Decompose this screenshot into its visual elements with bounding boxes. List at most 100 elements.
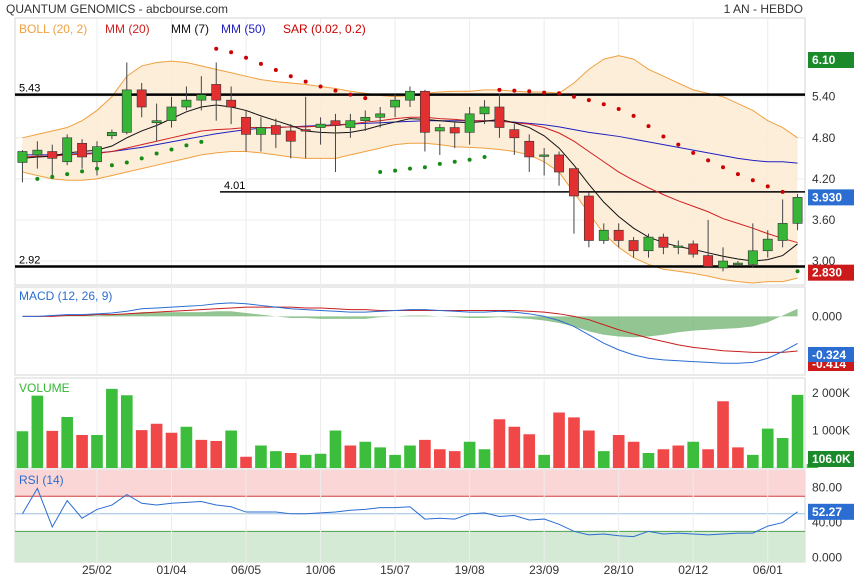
x-tick-label: 01/04 <box>156 563 186 577</box>
volume-badge-bg <box>808 451 854 467</box>
price-high-badge: 6.10 <box>812 53 836 67</box>
macd-line <box>22 302 798 364</box>
last-price-badge-bg <box>808 189 854 206</box>
volume-bar <box>627 441 640 468</box>
volume-bar <box>448 451 461 468</box>
volume-bar <box>165 432 178 468</box>
sar-dot <box>393 168 398 173</box>
legend-item: SAR (0.02, 0.2) <box>283 22 366 36</box>
candle-body <box>390 99 401 108</box>
volume-bar <box>717 401 729 468</box>
x-tick-label: 25/02 <box>82 563 112 577</box>
volume-bar <box>46 430 59 468</box>
rsi-badge: 52.27 <box>812 505 842 519</box>
sar-dot <box>65 172 70 177</box>
sar-dot <box>273 68 278 73</box>
sar-dot <box>676 142 681 147</box>
volume-bar <box>597 451 610 468</box>
volume-bar <box>299 454 312 468</box>
candle-body <box>419 90 430 133</box>
candle-body <box>718 260 728 269</box>
x-tick-label: 10/06 <box>306 563 336 577</box>
sar-dot <box>706 158 711 163</box>
sar-dot <box>214 46 219 51</box>
chart-title: QUANTUM GENOMICS - abcbourse.com <box>6 2 229 16</box>
candle-body <box>181 99 192 108</box>
sar-dot <box>154 151 159 156</box>
candle-body <box>613 229 624 241</box>
volume-bar <box>150 423 163 468</box>
candle-body <box>539 154 550 157</box>
volume-bar <box>359 441 372 468</box>
volume-bar <box>672 445 685 468</box>
sar-dot <box>94 166 99 171</box>
volume-bar <box>255 445 267 468</box>
sar-dot <box>542 90 547 95</box>
sar-dot <box>229 50 234 55</box>
volume-bar <box>106 388 118 468</box>
candle-body <box>77 142 87 158</box>
candle-body <box>703 255 714 267</box>
volume-bar <box>31 395 44 468</box>
x-tick-label: 15/07 <box>380 563 410 577</box>
sar-dot <box>80 169 85 174</box>
volume-bar <box>523 434 536 468</box>
panel-frame <box>14 286 806 376</box>
candle-body <box>792 197 803 224</box>
last-price-badge: 3.930 <box>812 190 842 204</box>
rsi-oversold-zone <box>15 531 805 562</box>
volume-bar <box>225 430 237 468</box>
legend-item: MM (50) <box>221 22 266 36</box>
x-tick-label: 06/05 <box>231 563 261 577</box>
volume-bar <box>389 454 401 468</box>
sar-dot <box>646 124 651 129</box>
sar-dot <box>318 84 323 89</box>
price-low-badge: 2.830 <box>812 266 842 280</box>
sar-dot <box>124 160 129 165</box>
candle-body <box>330 120 341 126</box>
candle-body <box>464 113 475 133</box>
sar-dot <box>497 87 502 92</box>
volume-bar <box>493 419 506 468</box>
sar-dot <box>721 165 726 170</box>
volume-bar <box>195 439 208 468</box>
candle-body <box>583 195 594 241</box>
volume-bar <box>568 417 580 468</box>
macd-panel-label: MACD (12, 26, 9) <box>19 289 112 303</box>
candle-body <box>405 90 415 101</box>
volume-bar <box>374 447 387 468</box>
volume-bar <box>508 426 521 468</box>
candle-body <box>315 123 326 128</box>
y-tick-label: 3.60 <box>812 213 836 227</box>
sar-dot <box>333 88 338 93</box>
y-tick-label: 5.40 <box>812 90 836 104</box>
candle-body <box>17 151 28 163</box>
sar-dot <box>109 163 114 168</box>
macd-histogram-area <box>22 308 798 338</box>
sar-dot <box>571 94 576 99</box>
sar-dot <box>139 156 144 161</box>
candle-body <box>747 250 758 265</box>
candle-body <box>345 120 356 128</box>
volume-bar <box>791 394 804 468</box>
volume-bar <box>284 453 297 468</box>
legend-item: MM (7) <box>171 22 209 36</box>
sar-dot <box>363 96 368 101</box>
sar-dot <box>467 157 472 162</box>
volume-bar <box>478 449 491 468</box>
sar-dot <box>184 143 189 148</box>
panel-frame <box>14 17 806 286</box>
candle-body <box>628 240 639 252</box>
sar-dot <box>348 92 353 97</box>
volume-bar <box>747 454 759 468</box>
candle-body <box>151 120 162 124</box>
sar-dot <box>586 98 591 103</box>
volume-bar <box>732 447 744 468</box>
volume-bar <box>433 449 446 468</box>
ma7-line <box>22 104 798 262</box>
sar-dot <box>169 147 174 152</box>
y-tick-label: 4.80 <box>812 131 836 145</box>
volume-bar <box>583 430 595 468</box>
level-label: 2.92 <box>19 255 40 267</box>
sar-dot <box>50 174 55 179</box>
